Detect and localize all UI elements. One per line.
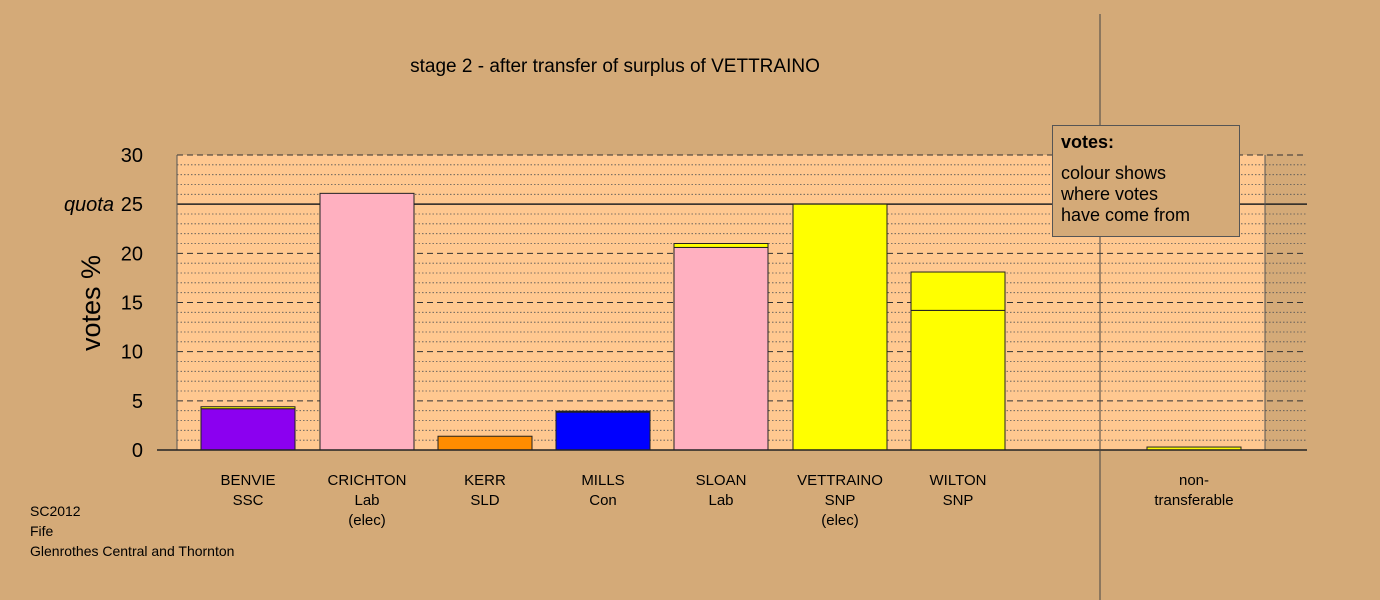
legend-line: where votes xyxy=(1061,184,1159,204)
legend-line: have come from xyxy=(1061,205,1191,225)
quota-label: quota xyxy=(64,194,114,216)
x-tick-label: KERR xyxy=(464,472,506,489)
chart-title: stage 2 - after transfer of surplus of V… xyxy=(410,56,820,77)
x-tick-label: WILTON xyxy=(930,472,987,489)
x-tick-label: Con xyxy=(589,492,617,509)
x-tick-label: transferable xyxy=(1154,492,1233,509)
x-tick-label: SLOAN xyxy=(696,472,747,489)
y-tick-label: 30 xyxy=(121,145,143,167)
y-tick-label: 10 xyxy=(121,342,143,364)
x-tick-label: SNP xyxy=(943,492,974,509)
bar-segment xyxy=(673,246,769,451)
x-tick-label: non- xyxy=(1179,472,1209,489)
bar-segment xyxy=(319,192,415,451)
footer-election: SC2012 xyxy=(30,503,81,519)
x-tick-label: SSC xyxy=(233,492,264,509)
x-tick-label: (elec) xyxy=(348,512,386,529)
x-tick-label: Lab xyxy=(354,492,379,509)
y-tick-label: 0 xyxy=(132,440,143,462)
bar-segment xyxy=(437,435,533,451)
bar-segment xyxy=(910,271,1006,311)
footer-council: Fife xyxy=(30,523,54,539)
footer-info: SC2012 Fife Glenrothes Central and Thorn… xyxy=(30,501,234,561)
x-tick-label: VETTRAINO xyxy=(797,472,883,489)
x-tick-label: BENVIE xyxy=(220,472,275,489)
bar-segment xyxy=(200,406,296,410)
y-tick-label: 25 xyxy=(121,194,143,216)
footer-ward: Glenrothes Central and Thornton xyxy=(30,543,235,559)
x-tick-label: Lab xyxy=(708,492,733,509)
x-tick-label: SLD xyxy=(470,492,499,509)
legend: votes: colour shows where votes have com… xyxy=(1052,125,1240,237)
x-tick-label: CRICHTON xyxy=(328,472,407,489)
bar-segment xyxy=(555,411,651,451)
bar-segment xyxy=(910,309,1006,451)
y-tick-label: 15 xyxy=(121,293,143,315)
legend-line: colour shows xyxy=(1061,163,1167,183)
y-axis-label: votes % xyxy=(76,255,106,351)
bar-segment xyxy=(792,203,888,451)
bar-segment xyxy=(555,410,651,413)
bar-segment xyxy=(673,243,769,248)
y-tick-label: 20 xyxy=(121,243,143,265)
x-tick-label: SNP xyxy=(825,492,856,509)
bar-segment xyxy=(200,408,296,451)
legend-title: votes: xyxy=(1061,132,1115,152)
y-tick-label: 5 xyxy=(132,391,143,413)
x-tick-label: MILLS xyxy=(581,472,624,489)
x-tick-label: (elec) xyxy=(821,512,859,529)
